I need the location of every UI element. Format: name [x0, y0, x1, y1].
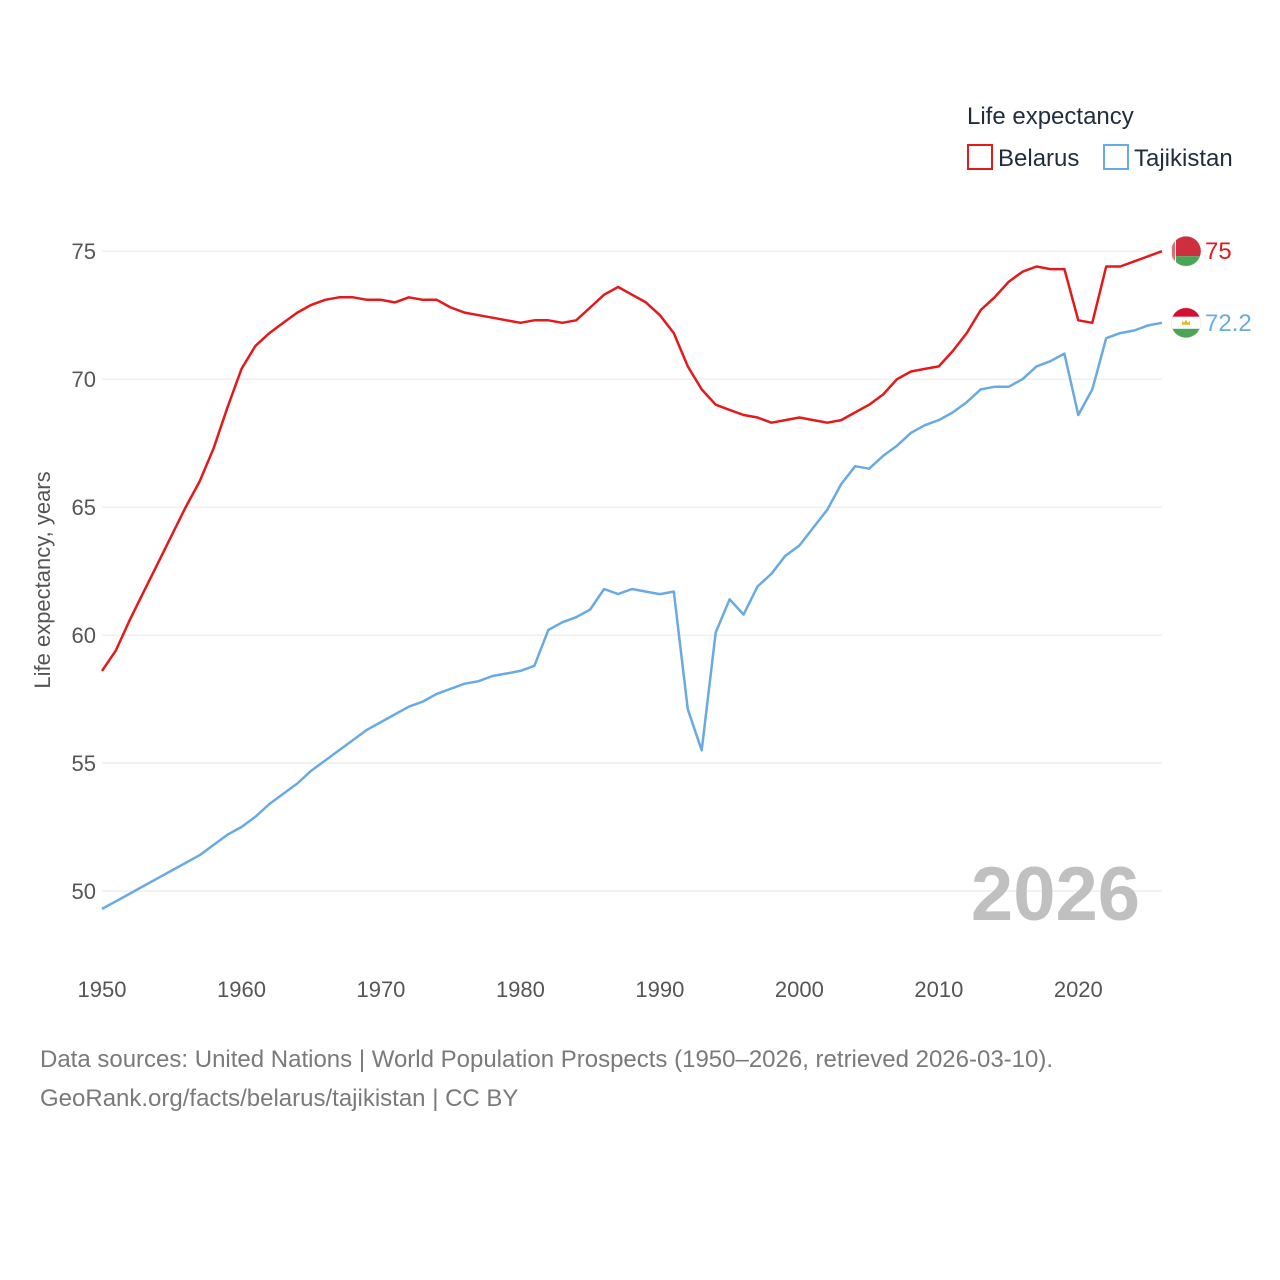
tajikistan-flag-icon	[1170, 307, 1202, 339]
y-axis-title: Life expectancy, years	[30, 471, 55, 688]
legend-swatch-tajikistan	[1103, 144, 1129, 170]
belarus-flag-icon	[1170, 235, 1202, 267]
end-value-label-tajikistan: 72.2	[1205, 310, 1252, 337]
series-line-tajikistan[interactable]	[101, 321, 1163, 910]
legend-label-belarus: Belarus	[998, 145, 1079, 172]
series-end-markers: 75 72.2	[1170, 235, 1252, 339]
x-tick-label-1970: 1970	[356, 977, 405, 1002]
legend-title: Life expectancy	[967, 103, 1134, 130]
legend-label-tajikistan: Tajikistan	[1134, 145, 1233, 172]
footer: Data sources: United Nations | World Pop…	[40, 1040, 1240, 1118]
y-tick-label-50: 50	[72, 879, 96, 904]
x-tick-label-1990: 1990	[635, 977, 684, 1002]
series-line-belarus[interactable]	[100, 250, 1163, 672]
legend: Life expectancy Belarus Tajikistan	[967, 103, 1233, 172]
x-tick-label-1960: 1960	[217, 977, 266, 1002]
x-tick-label-1950: 1950	[78, 977, 127, 1002]
end-value-label-belarus: 75	[1205, 238, 1232, 265]
x-tick-label-2000: 2000	[775, 977, 824, 1002]
x-tick-label-2010: 2010	[914, 977, 963, 1002]
y-tick-label-55: 55	[72, 751, 96, 776]
x-axis-ticks: 1950 1960 1970 1980 1990 2000 2010 2020	[78, 977, 1103, 1002]
legend-swatch-belarus	[967, 144, 993, 170]
legend-item-belarus[interactable]: Belarus	[967, 144, 1079, 172]
y-tick-label-70: 70	[72, 367, 96, 392]
y-tick-label-60: 60	[72, 623, 96, 648]
life-expectancy-chart: Life expectancy Belarus Tajikistan Life …	[30, 103, 1252, 1002]
x-tick-label-2020: 2020	[1054, 977, 1103, 1002]
x-tick-label-1980: 1980	[496, 977, 545, 1002]
y-axis-ticks: 50 55 60 65 70 75	[72, 239, 96, 904]
y-tick-label-65: 65	[72, 495, 96, 520]
y-tick-label-75: 75	[72, 239, 96, 264]
data-sources-text: Data sources: United Nations | World Pop…	[40, 1046, 1054, 1073]
credit-text: GeoRank.org/facts/belarus/tajikistan | C…	[40, 1085, 519, 1112]
year-watermark: 2026	[971, 852, 1140, 937]
series-lines	[100, 250, 1163, 910]
grid-lines	[102, 250, 1162, 892]
legend-item-tajikistan[interactable]: Tajikistan	[1103, 144, 1233, 172]
